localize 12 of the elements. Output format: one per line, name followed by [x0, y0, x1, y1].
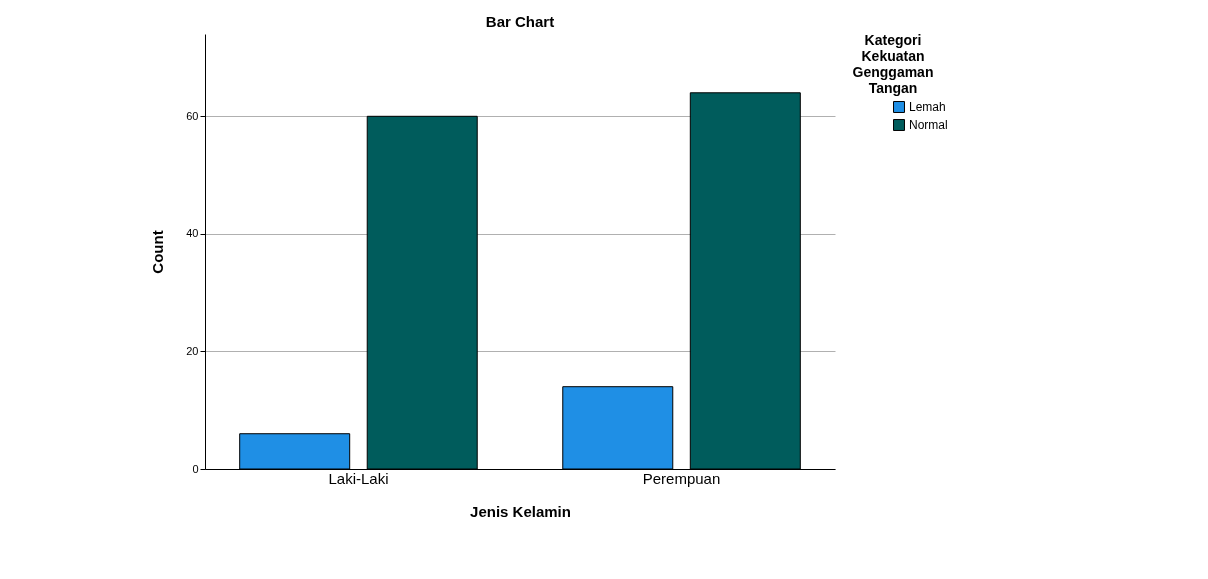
y-tick-label: 20	[186, 344, 199, 357]
legend-title: Kategori Kekuatan Genggaman Tangan	[852, 32, 934, 96]
x-axis-title: Jenis Kelamin	[470, 502, 571, 520]
legend-label: Lemah	[909, 100, 946, 114]
y-tick-label: 0	[192, 462, 199, 475]
legend-label: Normal	[909, 118, 948, 132]
y-tick-label: 60	[186, 109, 199, 122]
x-tick-label: Laki-Laki	[328, 469, 389, 487]
x-tick-label: Perempuan	[642, 469, 721, 487]
y-axis-title: Count	[149, 230, 167, 274]
y-tick-label: 40	[186, 227, 199, 240]
chart-title: Bar Chart	[485, 13, 555, 30]
